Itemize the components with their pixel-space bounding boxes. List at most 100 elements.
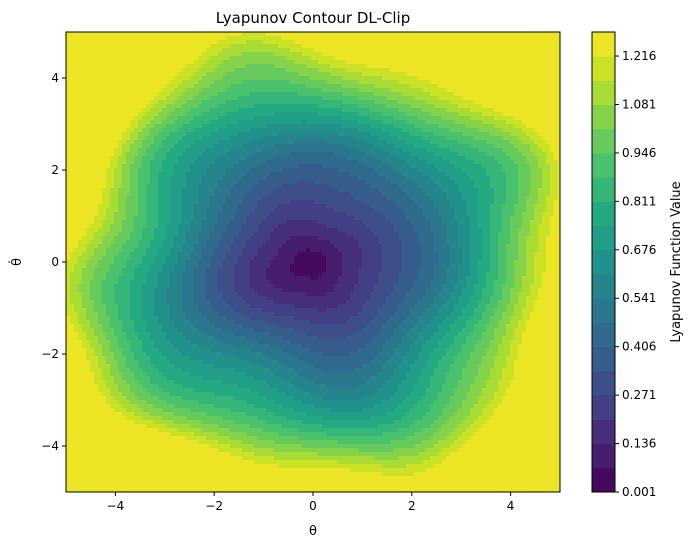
contour-cell [154, 68, 159, 73]
contour-cell [290, 112, 295, 117]
contour-cell [166, 172, 171, 177]
contour-cell [126, 68, 131, 73]
contour-cell [106, 92, 111, 97]
contour-cell [310, 84, 315, 89]
contour-cell [478, 124, 483, 129]
contour-cell [370, 124, 375, 129]
contour-cell [530, 96, 535, 101]
contour-cell [98, 140, 103, 145]
contour-cell [218, 128, 223, 133]
contour-cell [406, 128, 411, 133]
contour-cell [182, 148, 187, 153]
contour-cell [494, 100, 499, 105]
contour-cell [510, 168, 515, 173]
contour-cell [162, 184, 167, 189]
contour-cell [362, 164, 367, 169]
contour-cell [518, 44, 523, 49]
contour-cell [538, 180, 543, 185]
contour-cell [390, 40, 395, 45]
contour-cell [70, 88, 75, 93]
contour-cell [86, 156, 91, 161]
contour-cell [550, 156, 555, 161]
contour-cell [538, 144, 543, 149]
contour-cell [422, 172, 427, 177]
contour-cell [334, 188, 339, 193]
contour-cell [478, 56, 483, 61]
contour-cell [182, 144, 187, 149]
contour-cell [214, 152, 219, 157]
contour-cell [538, 120, 543, 125]
contour-cell [182, 64, 187, 69]
contour-cell [402, 104, 407, 109]
contour-cell [486, 168, 491, 173]
contour-cell [242, 64, 247, 69]
contour-cell [158, 96, 163, 101]
contour-cell [150, 132, 155, 137]
contour-cell [506, 144, 511, 149]
contour-cell [394, 104, 399, 109]
contour-cell [282, 80, 287, 85]
contour-cell [434, 152, 439, 157]
contour-cell [246, 80, 251, 85]
contour-cell [170, 132, 175, 137]
contour-cell [314, 36, 319, 41]
contour-cell [442, 88, 447, 93]
contour-cell [478, 96, 483, 101]
contour-cell [230, 76, 235, 81]
contour-cell [98, 92, 103, 97]
contour-cell [330, 76, 335, 81]
contour-cell [530, 164, 535, 169]
contour-cell [182, 160, 187, 165]
contour-cell [390, 32, 395, 37]
contour-cell [354, 76, 359, 81]
contour-cell [154, 172, 159, 177]
contour-cell [426, 124, 431, 129]
contour-cell [394, 80, 399, 85]
contour-cell [118, 192, 123, 197]
contour-cell [534, 172, 539, 177]
contour-cell [162, 168, 167, 173]
contour-cell [270, 124, 275, 129]
contour-cell [326, 80, 331, 85]
contour-cell [478, 168, 483, 173]
contour-cell [286, 188, 291, 193]
contour-cell [70, 80, 75, 85]
contour-cell [234, 136, 239, 141]
contour-cell [210, 172, 215, 177]
contour-cell [546, 156, 551, 161]
contour-cell [90, 88, 95, 93]
contour-cell [330, 88, 335, 93]
contour-cell [306, 112, 311, 117]
contour-cell [282, 68, 287, 73]
contour-cell [314, 84, 319, 89]
contour-cell [450, 124, 455, 129]
contour-cell [358, 124, 363, 129]
contour-cell [550, 112, 555, 117]
contour-cell [354, 124, 359, 129]
contour-cell [214, 92, 219, 97]
contour-cell [74, 92, 79, 97]
contour-cell [142, 140, 147, 145]
contour-cell [210, 96, 215, 101]
contour-cell [498, 188, 503, 193]
contour-cell [294, 68, 299, 73]
contour-cell [142, 180, 147, 185]
contour-cell [74, 168, 79, 173]
contour-cell [518, 84, 523, 89]
contour-cell [190, 104, 195, 109]
contour-cell [406, 32, 411, 37]
contour-cell [466, 76, 471, 81]
contour-cell [366, 56, 371, 61]
contour-cell [454, 128, 459, 133]
contour-cell [86, 48, 91, 53]
contour-cell [314, 104, 319, 109]
contour-cell [150, 40, 155, 45]
contour-cell [322, 76, 327, 81]
contour-cell [466, 56, 471, 61]
contour-cell [394, 176, 399, 181]
contour-cell [134, 80, 139, 85]
contour-cell [130, 168, 135, 173]
contour-cell [158, 88, 163, 93]
contour-cell [394, 148, 399, 153]
contour-cell [534, 80, 539, 85]
